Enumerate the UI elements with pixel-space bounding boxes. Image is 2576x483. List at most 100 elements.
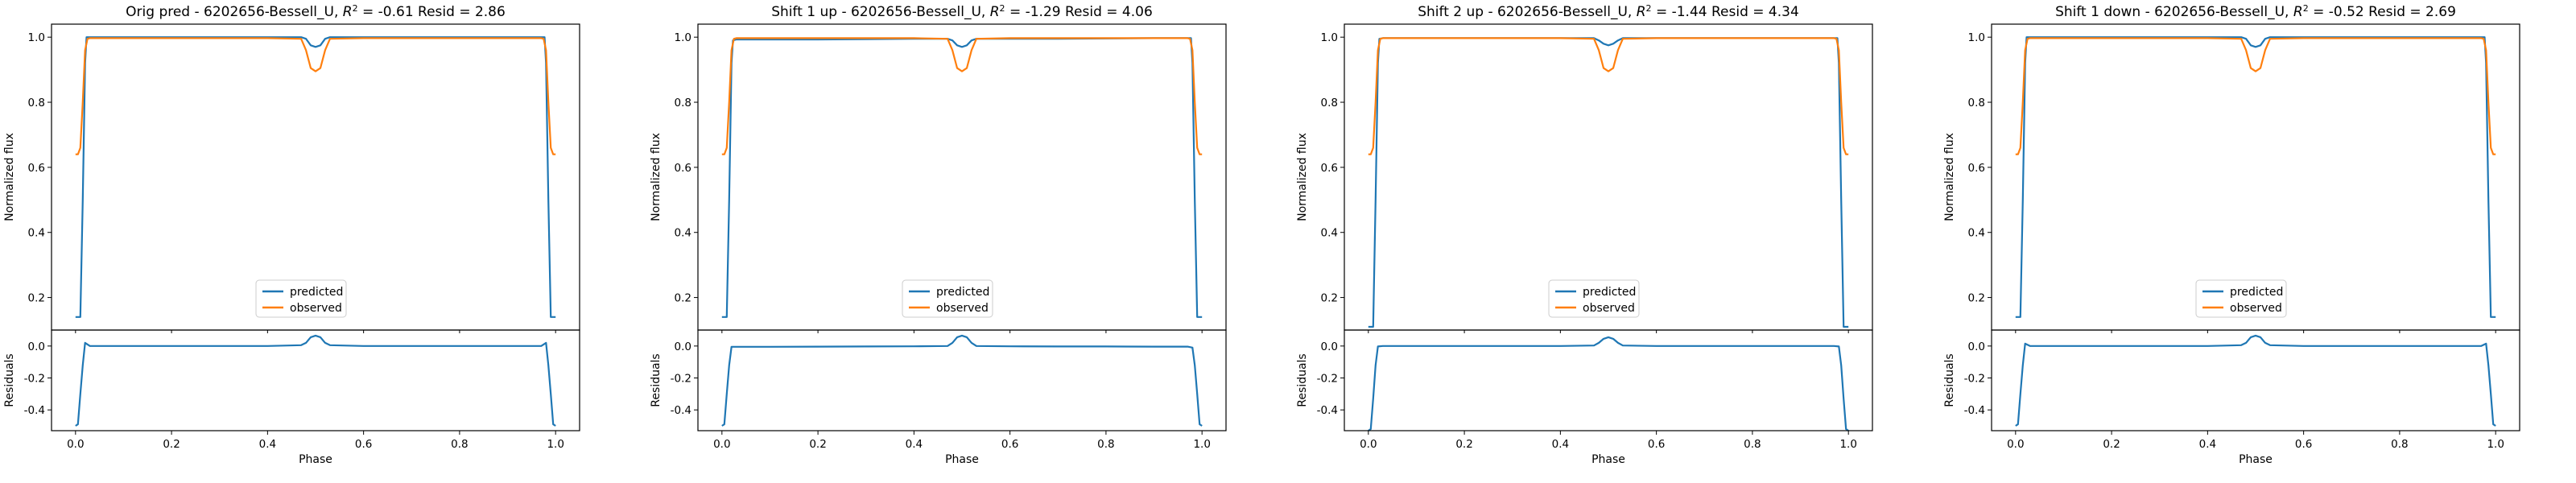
subplot-1: Orig pred - 6202656-Bessell_U, R2 = -0.6… (3, 3, 580, 466)
residuals-panel: -0.4 -0.2 0.0 0.0 0.2 0.4 0.6 0.8 1.0 Residuals Ph… (1296, 329, 1873, 466)
y-tick-label: -0.4 (1317, 404, 1338, 417)
residuals-y-axis-label: Residuals (650, 353, 663, 407)
title-stats: = -1.29 Resid = 4.06 (1005, 4, 1153, 20)
legend: predicted observed (1548, 279, 1640, 318)
x-tick-label: 0.8 (1744, 438, 1761, 451)
y-tick-label: 0.6 (1968, 162, 1985, 175)
residuals-axes-frame (1344, 329, 1873, 431)
title-r2-symbol: R (1637, 4, 1646, 20)
x-tick-label: 0.6 (2295, 438, 2312, 451)
legend: predicted observed (902, 279, 993, 318)
y-tick-label: 0.4 (1321, 227, 1338, 240)
legend: predicted observed (2195, 279, 2287, 318)
flux-panel: 0.2 0.4 0.6 0.8 1.0 Normalized flux predicted o… (1943, 23, 2520, 333)
y-tick-label: 0.0 (1321, 341, 1338, 353)
x-tick-label: 1.0 (2487, 438, 2504, 451)
x-tick-label: 0.6 (1648, 438, 1665, 451)
flux-panel: 0.2 0.4 0.6 0.8 1.0 Normalized flux predicted o… (650, 23, 1227, 333)
predicted-line (721, 37, 1203, 318)
y-tick-label: 0.8 (675, 97, 691, 109)
x-tick-label: 0.2 (809, 438, 826, 451)
residuals-panel: -0.4 -0.2 0.0 0.0 0.2 0.4 0.6 0.8 1.0 Residuals Ph… (3, 329, 580, 466)
title-text: Shift 1 up - 6202656-Bessell_U, (771, 4, 990, 20)
observed-line (721, 37, 1203, 155)
y-tick-label: 0.0 (675, 341, 691, 353)
y-tick-label: 1.0 (675, 31, 691, 44)
title-r2-exponent: 2 (353, 3, 358, 14)
flux-y-axis-label: Normalized flux (1296, 133, 1309, 221)
y-tick-label: 1.0 (28, 31, 45, 44)
y-tick-label: 0.2 (675, 292, 691, 305)
x-tick-label: 0.2 (1455, 438, 1472, 451)
title-stats: = -0.52 Resid = 2.69 (2309, 4, 2456, 20)
x-tick-label: 1.0 (1193, 438, 1210, 451)
x-tick-label: 0.0 (67, 438, 84, 451)
residuals-line (1368, 336, 1849, 431)
y-tick-label: 0.4 (675, 227, 691, 240)
x-tick-label: 0.6 (355, 438, 372, 451)
chart-title: Orig pred - 6202656-Bessell_U, R2 = -0.6… (126, 3, 506, 21)
y-tick-label: 0.0 (1968, 341, 1985, 353)
subplot-3: Shift 2 up - 6202656-Bessell_U, R2 = -1.… (1296, 3, 1873, 466)
legend-label-predicted: predicted (290, 286, 343, 299)
legend-label-observed: observed (936, 302, 989, 315)
flux-y-axis-label: Normalized flux (1943, 133, 1956, 221)
y-tick-label: -0.4 (671, 404, 691, 417)
legend-label-predicted: predicted (936, 286, 989, 299)
legend-label-observed: observed (290, 302, 342, 315)
title-stats: = -1.44 Resid = 4.34 (1652, 4, 1799, 20)
y-tick-label: 0.2 (1321, 292, 1338, 305)
legend-label-predicted: predicted (1583, 286, 1636, 299)
flux-y-axis-label: Normalized flux (3, 133, 16, 221)
y-tick-label: 1.0 (1968, 31, 1985, 44)
y-tick-label: 0.8 (28, 97, 45, 109)
x-tick-label: 0.8 (451, 438, 468, 451)
y-tick-label: -0.4 (24, 404, 45, 417)
x-tick-label: 0.8 (2391, 438, 2408, 451)
y-tick-label: 0.6 (28, 162, 45, 175)
title-r2-exponent: 2 (1646, 3, 1652, 14)
observed-line (1368, 37, 1849, 155)
y-tick-label: 0.6 (675, 162, 691, 175)
x-tick-label: 0.8 (1097, 438, 1114, 451)
x-tick-label: 0.4 (906, 438, 923, 451)
title-r2-symbol: R (2293, 4, 2303, 20)
x-axis-label: Phase (299, 453, 332, 466)
residuals-axes-frame (697, 329, 1227, 431)
chart-title: Shift 2 up - 6202656-Bessell_U, R2 = -1.… (1418, 3, 1799, 21)
x-tick-label: 0.4 (2199, 438, 2216, 451)
residuals-line (75, 334, 556, 427)
title-text: Shift 2 up - 6202656-Bessell_U, (1418, 4, 1637, 20)
y-tick-label: 0.8 (1321, 97, 1338, 109)
y-tick-label: -0.2 (1317, 373, 1338, 386)
x-tick-label: 0.0 (1360, 438, 1377, 451)
residuals-panel: -0.4 -0.2 0.0 0.0 0.2 0.4 0.6 0.8 1.0 Residuals Ph… (1943, 329, 2520, 466)
x-axis-label: Phase (2239, 453, 2273, 466)
chart-title: Shift 1 up - 6202656-Bessell_U, R2 = -1.… (771, 3, 1153, 21)
flux-panel: 0.2 0.4 0.6 0.8 1.0 Normalized flux predicted o… (3, 23, 580, 333)
title-stats: = -0.61 Resid = 2.86 (358, 4, 506, 20)
y-tick-label: -0.2 (24, 373, 45, 386)
y-tick-label: -0.2 (1964, 373, 1985, 386)
x-tick-label: 0.2 (163, 438, 180, 451)
subplot-2: Shift 1 up - 6202656-Bessell_U, R2 = -1.… (650, 3, 1227, 466)
y-tick-label: 0.4 (28, 227, 45, 240)
y-tick-label: 1.0 (1321, 31, 1338, 44)
y-tick-label: 0.6 (1321, 162, 1338, 175)
observed-line (75, 37, 556, 155)
legend-label-predicted: predicted (2230, 286, 2283, 299)
y-tick-label: 0.0 (28, 341, 45, 353)
predicted-line (2015, 36, 2496, 318)
residuals-line (721, 334, 1203, 427)
residuals-y-axis-label: Residuals (1943, 353, 1956, 407)
y-tick-label: 0.2 (1968, 292, 1985, 305)
residuals-axes-frame (51, 329, 580, 431)
title-r2-exponent: 2 (1000, 3, 1005, 14)
y-tick-label: -0.2 (671, 373, 691, 386)
legend-label-observed: observed (2230, 302, 2282, 315)
residuals-y-axis-label: Residuals (1296, 353, 1309, 407)
x-tick-label: 1.0 (547, 438, 564, 451)
title-text: Orig pred - 6202656-Bessell_U, (126, 4, 343, 20)
residuals-line (2015, 334, 2496, 427)
